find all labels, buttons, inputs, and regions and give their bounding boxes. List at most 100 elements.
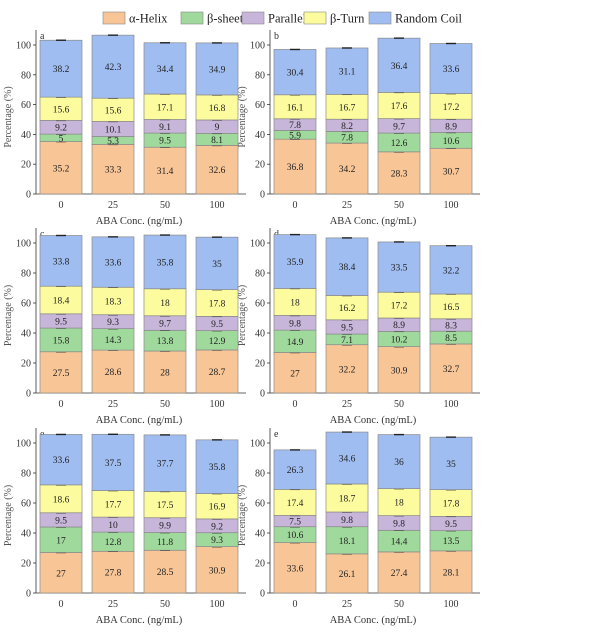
bar-segment-helix (39, 552, 83, 594)
data-label: 26.1 (339, 570, 356, 580)
data-label: 16.1 (287, 103, 304, 113)
y-tick-label: 40 (21, 130, 31, 141)
data-label: 31.4 (157, 167, 174, 177)
y-tick-label: 80 (255, 70, 265, 81)
x-tick-label: 50 (160, 399, 170, 410)
data-label: 18.6 (53, 495, 70, 505)
x-tick-label: 25 (108, 200, 118, 211)
bar-segment-helix (325, 142, 369, 195)
y-tick-label: 20 (21, 559, 31, 570)
data-label: 35 (212, 260, 222, 270)
bar-segment-helix (143, 549, 187, 594)
data-label: 33.3 (105, 166, 122, 176)
bar-segment-randomcoil (91, 34, 135, 99)
data-label: 36 (394, 458, 404, 468)
data-label: 12.6 (391, 139, 408, 149)
y-tick-label: 20 (21, 359, 31, 370)
legend-label: Random Coil (395, 12, 463, 26)
bar-segment-turn (429, 293, 473, 320)
y-tick-label: 100 (250, 239, 265, 250)
data-label: 18.3 (105, 297, 122, 307)
data-label: 5 (59, 134, 64, 144)
panel-c: 0 20 40 60 80 100 Percentage (%) c 0 27.5 15.8 9.5 1… (3, 228, 246, 426)
y-tick-label: 0 (260, 589, 265, 600)
data-label: 28.3 (391, 169, 408, 179)
bar-segment-turn (325, 483, 369, 513)
x-tick-label: 25 (342, 399, 352, 410)
legend: α-Helix β-sheet Parallel β-Turn Random Coil (102, 11, 463, 26)
data-label: 8.1 (211, 136, 223, 146)
bar-segment-randomcoil (325, 47, 369, 95)
bar-segment-randomcoil (273, 234, 317, 289)
x-axis-label: ABA Conc. (ng/mL) (96, 216, 183, 227)
data-label: 28.6 (105, 368, 122, 378)
data-label: 15.8 (53, 336, 70, 346)
bar-segment-helix (39, 351, 83, 394)
data-label: 27.5 (53, 369, 70, 379)
bar-segment-randomcoil (195, 42, 239, 96)
x-tick-label: 100 (444, 599, 459, 610)
y-tick-label: 60 (21, 299, 31, 310)
legend-label: α-Helix (129, 12, 168, 26)
data-label: 17.8 (443, 500, 460, 510)
bar-segment-turn (143, 491, 187, 519)
data-label: 13.5 (443, 537, 460, 547)
data-label: 31.1 (339, 68, 356, 78)
y-tick-label: 40 (21, 529, 31, 540)
data-label: 16.9 (209, 503, 226, 513)
bar-segment-randomcoil (39, 434, 83, 486)
data-label: 9 (215, 123, 220, 133)
data-label: 11.8 (157, 538, 174, 548)
data-label: 30.9 (391, 366, 408, 376)
data-label: 35.8 (157, 258, 174, 268)
y-tick-label: 100 (16, 41, 31, 52)
bar-segment-helix (273, 352, 317, 394)
y-tick-label: 80 (21, 469, 31, 480)
legend-label: β-sheet (207, 12, 244, 26)
y-axis-label: Percentage (%) (237, 485, 248, 546)
data-label: 17.4 (287, 499, 304, 509)
data-label: 32.2 (339, 365, 356, 375)
y-tick-label: 60 (255, 299, 265, 310)
data-label: 17.8 (209, 300, 226, 310)
bar-segment-turn (143, 288, 187, 317)
data-label: 9.2 (211, 522, 223, 532)
data-label: 28.1 (443, 568, 460, 578)
data-label: 15.6 (105, 106, 122, 116)
x-tick-label: 50 (394, 399, 404, 410)
bar-segment-randomcoil (195, 236, 239, 290)
data-label: 10.6 (287, 531, 304, 541)
y-tick-label: 20 (255, 559, 265, 570)
x-tick-label: 25 (342, 599, 352, 610)
y-tick-label: 0 (260, 389, 265, 400)
panel-label: c (40, 229, 45, 240)
data-label: 8.5 (445, 334, 457, 344)
bar-segment-helix (91, 349, 135, 394)
panel-e: 0 20 40 60 80 100 Percentage (%) e 0 33.6 10.6 7.5 1… (237, 428, 480, 626)
data-label: 9.3 (107, 318, 119, 328)
bar-segment-randomcoil (273, 49, 317, 96)
panel-label: b (274, 31, 279, 42)
data-label: 12.8 (105, 538, 122, 548)
data-label: 18 (394, 499, 404, 509)
y-axis-label: Percentage (%) (3, 86, 14, 147)
data-label: 18.1 (339, 537, 356, 547)
bar-segment-randomcoil (377, 37, 421, 93)
bar-segment-helix (195, 349, 239, 394)
bar-segment-turn (91, 286, 135, 316)
data-label: 27 (56, 569, 66, 579)
data-label: 14.3 (105, 336, 122, 346)
data-label: 9.2 (55, 124, 67, 134)
data-label: 42.3 (105, 63, 122, 73)
data-label: 7.8 (289, 121, 301, 131)
legend-swatch (102, 11, 126, 25)
y-tick-label: 20 (21, 160, 31, 171)
y-tick-label: 60 (255, 499, 265, 510)
data-label: 7.1 (341, 336, 353, 346)
data-label: 30.9 (209, 566, 226, 576)
data-label: 33.6 (287, 564, 304, 574)
data-label: 16.5 (443, 303, 460, 313)
data-label: 10.2 (391, 336, 408, 346)
